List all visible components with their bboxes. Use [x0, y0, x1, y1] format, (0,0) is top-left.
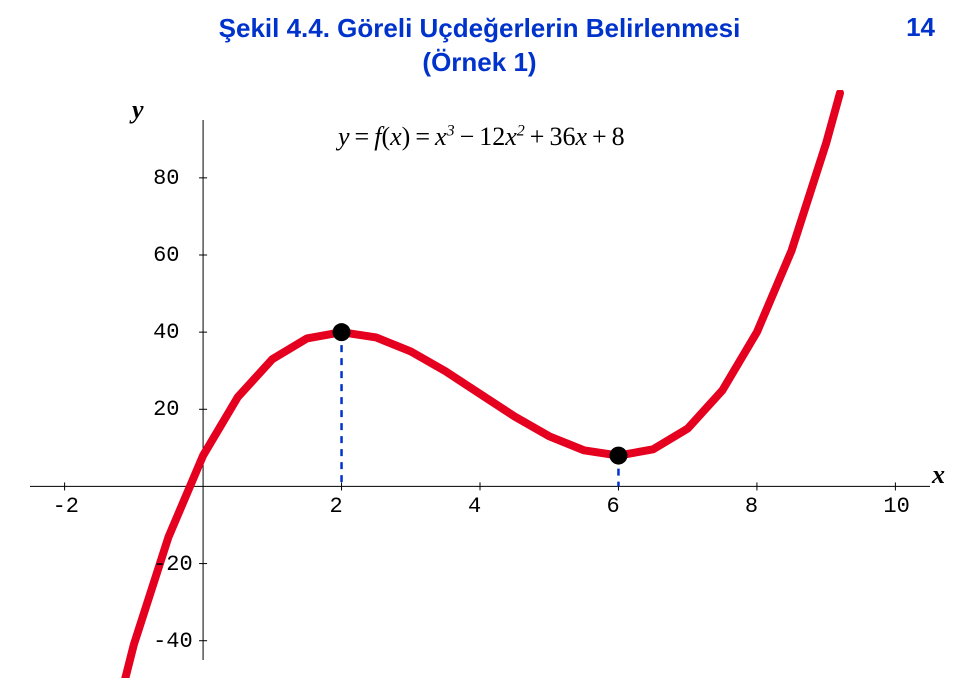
function-equation: y=f(x)=x3−12x2+36x+8 — [338, 122, 625, 152]
title-line-1: Şekil 4.4. Göreli Uçdeğerlerin Belirlenm… — [219, 13, 741, 43]
y-tick-label: -20 — [153, 552, 193, 577]
title-line-2: (Örnek 1) — [422, 47, 536, 77]
x-tick-label: 8 — [745, 494, 758, 519]
chart-container: y x -2 2 4 6 8 10 -40 -20 20 40 60 80 — [0, 90, 959, 678]
curve-chart — [0, 90, 959, 678]
x-tick-label: 10 — [883, 494, 909, 519]
x-tick-label: 6 — [606, 494, 619, 519]
x-axis-label: x — [932, 460, 945, 490]
y-tick-label: 60 — [153, 243, 179, 268]
y-axis-label: y — [132, 95, 144, 125]
y-tick-label: 40 — [153, 320, 179, 345]
y-tick-label: -40 — [153, 629, 193, 654]
figure-title: Şekil 4.4. Göreli Uçdeğerlerin Belirlenm… — [0, 12, 959, 80]
x-tick-label: 4 — [468, 494, 481, 519]
y-tick-label: 80 — [153, 166, 179, 191]
page-number: 14 — [906, 12, 935, 43]
x-tick-label: -2 — [53, 494, 79, 519]
x-tick-label: 2 — [330, 494, 343, 519]
y-tick-label: 20 — [153, 397, 179, 422]
